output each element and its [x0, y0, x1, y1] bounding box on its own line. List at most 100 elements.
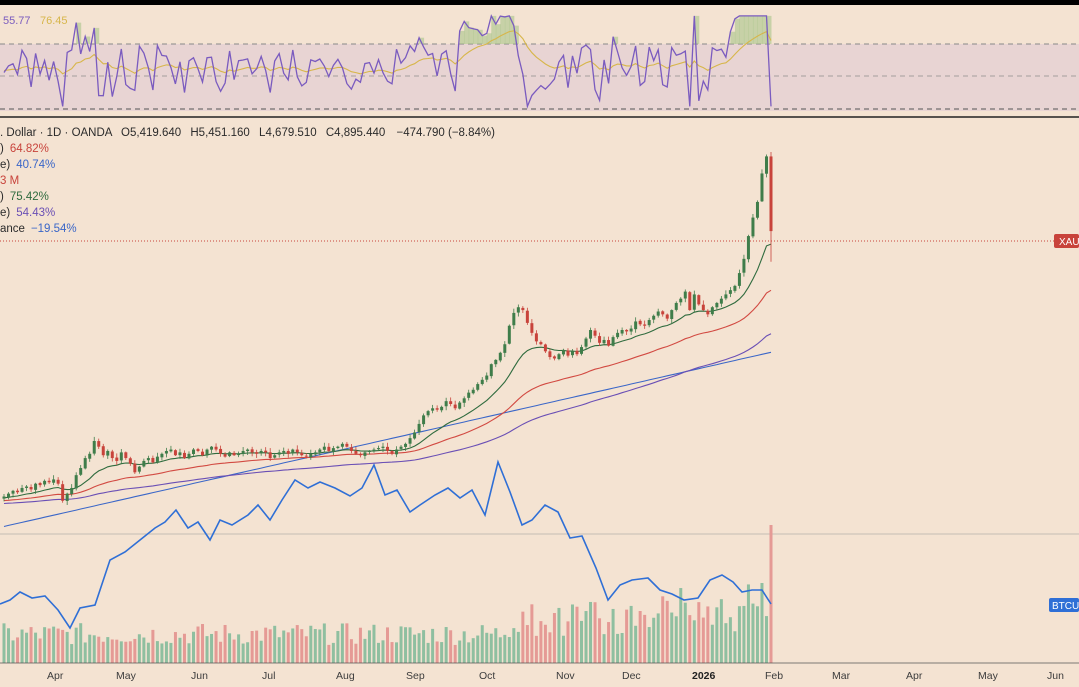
candle-body	[728, 290, 732, 294]
candle-body	[259, 450, 263, 454]
volume-bar	[638, 611, 642, 663]
volume-bar	[399, 626, 403, 663]
candle-body	[521, 307, 525, 311]
volume-bar	[29, 627, 33, 663]
candle-body	[611, 337, 615, 346]
candle-body	[498, 352, 502, 361]
candle-body	[255, 452, 259, 454]
volume-bar	[390, 642, 394, 663]
volume-bar	[191, 631, 195, 663]
volume-bar	[575, 606, 579, 663]
candle-body	[688, 292, 692, 311]
candle-body	[458, 402, 462, 409]
volume-bar	[507, 637, 511, 663]
candle-body	[435, 408, 439, 410]
candle-body	[223, 454, 227, 457]
volume-bar	[205, 636, 209, 663]
volume-bar	[647, 627, 651, 663]
candle-body	[674, 302, 678, 310]
volume-bar	[110, 639, 114, 663]
candle-body	[151, 457, 155, 463]
candle-body	[534, 333, 538, 342]
candle-body	[241, 450, 245, 454]
legend-change: −474.790 (−8.84%)	[397, 127, 496, 139]
volume-bar	[43, 627, 47, 663]
candle-body	[34, 483, 38, 490]
volume-bar	[88, 634, 92, 663]
rsi-band	[0, 44, 1079, 111]
candle-body	[440, 406, 444, 411]
volume-bar	[498, 637, 502, 663]
x-tick-may-2026: May	[978, 670, 999, 682]
volume-bar	[670, 612, 674, 663]
volume-bar	[679, 588, 683, 663]
volume-bar	[250, 630, 254, 663]
candle-body	[764, 156, 768, 174]
candle-body	[543, 344, 547, 352]
candle-body	[196, 449, 200, 451]
volume-bar	[101, 641, 105, 663]
legend-line-3: 3 M	[0, 175, 19, 187]
x-tick-may: May	[116, 670, 137, 682]
candle-body	[413, 432, 417, 439]
candle-body	[575, 350, 579, 355]
overlay-tag: BTCU	[1052, 601, 1079, 612]
volume-bar	[521, 611, 525, 663]
volume-bar	[106, 637, 110, 663]
candle-body	[11, 490, 15, 494]
candle-body	[683, 291, 687, 299]
sma-200-line	[3, 351, 772, 528]
candle-body	[566, 350, 570, 356]
rsi-overbought-segment	[613, 36, 619, 44]
volume-bar	[372, 624, 376, 663]
volume-bar	[697, 602, 701, 663]
volume-bar	[268, 629, 272, 663]
volume-bar	[119, 641, 123, 663]
volume-bar	[255, 630, 259, 663]
candle-body	[295, 449, 299, 453]
rsi-overbought-segment	[504, 16, 510, 44]
candle-body	[670, 310, 674, 319]
volume-bar	[476, 635, 480, 663]
candle-body	[264, 450, 268, 453]
legend-ohlc: . Dollar · 1D · OANDA O5,419.640 H5,451.…	[0, 127, 495, 139]
volume-bar	[426, 642, 430, 663]
candle-body	[106, 450, 110, 456]
volume-bar	[593, 602, 597, 663]
rsi-overbought-segment	[495, 24, 501, 44]
volume-bar	[97, 636, 101, 663]
volume-bar	[313, 629, 317, 663]
rsi-overbought-segment	[76, 22, 82, 44]
rsi-overbought-segment	[482, 35, 488, 44]
candle-body	[97, 441, 101, 447]
candle-body	[124, 452, 128, 459]
candle-body	[286, 450, 290, 454]
candle-body	[115, 457, 119, 461]
volume-bar	[354, 643, 358, 663]
candle-body	[128, 458, 132, 464]
volume-bar	[471, 638, 475, 663]
candle-body	[607, 340, 611, 346]
candle-body	[561, 349, 565, 355]
volume-bar	[61, 629, 65, 663]
volume-bar	[304, 636, 308, 663]
volume-bar	[688, 615, 692, 663]
candle-body	[246, 449, 250, 452]
rsi-ma-line	[3, 30, 772, 75]
candle-body	[228, 452, 232, 457]
legend-c-label: C	[326, 127, 334, 139]
x-tick-mar: Mar	[832, 670, 851, 682]
candle-body	[376, 448, 380, 450]
rsi-overbought-segment	[473, 28, 479, 44]
volume-bar	[214, 631, 218, 663]
volume-bar	[710, 624, 714, 663]
volume-bar	[196, 626, 200, 663]
candle-body	[480, 379, 484, 385]
candle-body	[386, 446, 389, 451]
rsi-overbought-segment	[748, 15, 754, 44]
rsi-overbought-segment	[509, 15, 515, 44]
candle-body	[363, 452, 367, 456]
candle-body	[570, 351, 574, 356]
candle-body	[56, 479, 60, 484]
